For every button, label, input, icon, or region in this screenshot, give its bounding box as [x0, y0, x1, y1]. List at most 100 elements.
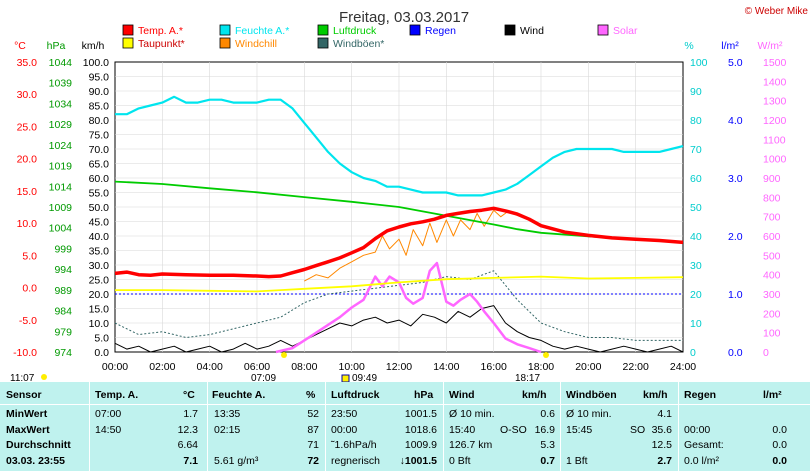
- tick-x: 12:00: [386, 361, 412, 373]
- tick-pressure_hpa: 994: [54, 264, 72, 276]
- legend-label: Wind: [520, 25, 544, 37]
- series-line-windchill: [304, 209, 518, 282]
- tick-humidity_pct: 20: [690, 289, 702, 301]
- tick-humidity_pct: 100: [690, 57, 708, 69]
- tick-pressure_hpa: 979: [54, 326, 72, 338]
- tick-x: 18:00: [528, 361, 554, 373]
- legend-swatch: [504, 24, 516, 36]
- hum-time: 5.61 g/m³: [214, 454, 259, 467]
- marker-sunrise-time: 07:09: [251, 373, 276, 382]
- legend-label: Taupunkt*: [138, 38, 185, 50]
- tick-speed_kmh: 25.0: [89, 275, 110, 287]
- tick-solar_wm2: 800: [763, 192, 781, 204]
- wind-dir: O-SO: [500, 423, 527, 436]
- gust-time: 15:45: [566, 423, 593, 436]
- tick-x: 22:00: [623, 361, 649, 373]
- tick-humidity_pct: 40: [690, 231, 702, 243]
- legend-swatch: [597, 24, 609, 36]
- tick-pressure_hpa: 1004: [49, 223, 73, 235]
- rain-time: Gesamt:: [684, 439, 724, 451]
- tick-x: 24:00: [670, 361, 696, 373]
- tick-temp_c: 0.0: [22, 283, 37, 295]
- header-gust: Windböen: [566, 389, 617, 401]
- hum-value: 72: [307, 454, 319, 467]
- temp-time: 14:50: [95, 423, 122, 436]
- axis-unit-solar_wm2: W/m²: [757, 40, 783, 52]
- wind-value: 0.6: [540, 408, 555, 420]
- sun-icon: [543, 352, 549, 358]
- rain-value: 0.0: [772, 454, 787, 467]
- tick-speed_kmh: 55.0: [89, 188, 110, 200]
- tick-solar_wm2: 400: [763, 270, 781, 282]
- hum-value: 52: [307, 408, 319, 420]
- hum-time: 02:15: [214, 423, 241, 436]
- tick-speed_kmh: 65.0: [89, 159, 110, 171]
- tick-x: 14:00: [433, 361, 459, 373]
- axis-unit-pressure_hpa: hPa: [47, 40, 66, 52]
- tick-speed_kmh: 80.0: [89, 115, 110, 127]
- hum-time: 13:35: [214, 408, 241, 420]
- tick-pressure_hpa: 1039: [49, 78, 73, 90]
- sun-markers: 11:07 07:09 09:49 18:17: [10, 352, 549, 382]
- wind-time: 15:40: [449, 423, 476, 436]
- series-line-feuchtea: [115, 95, 684, 197]
- press-time: regnerisch: [331, 454, 381, 467]
- series-group: [114, 95, 684, 354]
- tick-humidity_pct: 10: [690, 318, 702, 330]
- sun-icon: [41, 374, 47, 380]
- tick-rain_lm2: 3.0: [728, 173, 743, 185]
- marker-sunset-time: 18:17: [515, 373, 540, 382]
- tick-speed_kmh: 85.0: [89, 101, 110, 113]
- hum-value: 71: [307, 439, 319, 451]
- tick-rain_lm2: 2.0: [728, 231, 743, 243]
- tick-humidity_pct: 0: [690, 347, 696, 359]
- axis-labels: °C hPa km/h% l/m² W/m²: [14, 40, 783, 52]
- gust-time: Ø 10 min.: [566, 408, 612, 420]
- temp-value: 12.3: [177, 423, 198, 436]
- row-label: MaxWert: [6, 423, 50, 436]
- tick-humidity_pct: 60: [690, 173, 702, 185]
- tick-pressure_hpa: 1009: [49, 202, 73, 214]
- temp-value: 7.1: [183, 454, 198, 467]
- press-time: 00:00: [331, 423, 358, 436]
- header-hum: Feuchte A.: [212, 389, 266, 401]
- series-line-wind: [114, 305, 684, 353]
- gust-dir: SO: [630, 423, 646, 436]
- tick-x: 16:00: [481, 361, 507, 373]
- statistics-table: Sensor Temp. A. °C Feuchte A. % Luftdruc…: [0, 382, 810, 471]
- sun-max-icon: [341, 374, 350, 382]
- wind-value: 0.7: [540, 454, 555, 467]
- tick-temp_c: 25.0: [17, 121, 38, 133]
- tick-pressure_hpa: 984: [54, 306, 72, 318]
- tick-solar_wm2: 0: [763, 347, 769, 359]
- tick-speed_kmh: 45.0: [89, 217, 110, 229]
- tick-speed_kmh: 40.0: [89, 231, 110, 243]
- gust-value: 2.7: [657, 454, 672, 467]
- tick-x: 06:00: [244, 361, 270, 373]
- tick-rain_lm2: 4.0: [728, 115, 743, 127]
- tick-solar_wm2: 1200: [763, 115, 787, 127]
- legend-swatch: [122, 24, 134, 36]
- tick-temp_c: 20.0: [17, 154, 38, 166]
- tick-temp_c: 5.0: [22, 250, 37, 262]
- marker-sun-max-time: 09:49: [352, 373, 377, 382]
- tick-humidity_pct: 50: [690, 202, 702, 214]
- weather-chart: Freitag, 03.03.2017 © Weber Mike Temp. A…: [10, 6, 809, 382]
- press-time: 23:50: [331, 408, 358, 420]
- copyright-label: © Weber Mike: [745, 6, 809, 17]
- tick-x: 20:00: [575, 361, 601, 373]
- tick-solar_wm2: 900: [763, 173, 781, 185]
- tick-solar_wm2: 200: [763, 308, 781, 320]
- tick-solar_wm2: 300: [763, 289, 781, 301]
- hum-value: 87: [307, 423, 319, 436]
- tick-humidity_pct: 90: [690, 86, 702, 98]
- legend-label: Temp. A.*: [138, 25, 183, 37]
- legend-swatch: [219, 24, 231, 36]
- header-wind: Wind: [449, 389, 475, 401]
- tick-x: 02:00: [149, 361, 175, 373]
- tick-speed_kmh: 50.0: [89, 202, 110, 214]
- tick-solar_wm2: 1500: [763, 57, 787, 69]
- tick-solar_wm2: 1000: [763, 154, 787, 166]
- tick-temp_c: 10.0: [17, 218, 38, 230]
- legend-swatch: [317, 24, 329, 36]
